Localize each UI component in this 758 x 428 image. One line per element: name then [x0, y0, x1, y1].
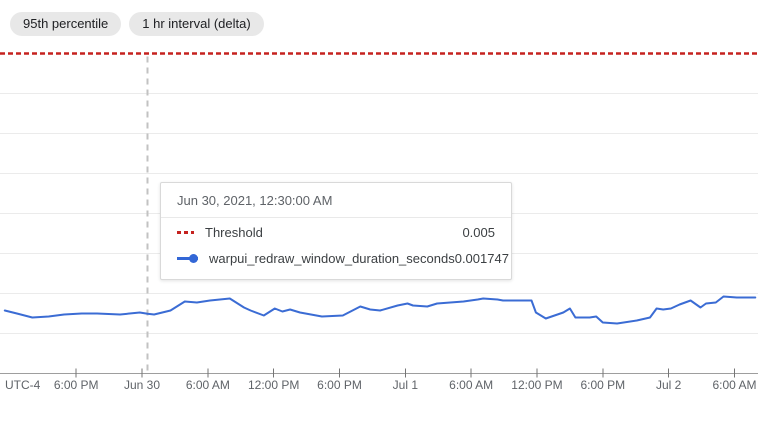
x-tick-label: 6:00 AM [712, 378, 756, 392]
x-tick-label: 6:00 AM [449, 378, 493, 392]
tooltip-row-value: 0.005 [462, 225, 495, 240]
x-tick-label: Jul 2 [656, 378, 682, 392]
x-tick-label: Jul 1 [393, 378, 419, 392]
tooltip-row-label: Threshold [205, 225, 263, 240]
chart-tooltip: Jun 30, 2021, 12:30:00 AM Threshold 0.00… [160, 182, 512, 280]
x-tick-label: 6:00 AM [186, 378, 230, 392]
x-tick-label: 6:00 PM [54, 378, 99, 392]
x-tick-label: Jun 30 [124, 378, 160, 392]
series-line [3, 295, 757, 325]
chip-bar: 95th percentile 1 hr interval (delta) [10, 12, 264, 36]
series-line-dot-icon [177, 254, 198, 263]
chip-interval[interactable]: 1 hr interval (delta) [129, 12, 264, 36]
x-tick-label: 6:00 PM [317, 378, 362, 392]
x-tick-label: 12:00 PM [511, 378, 562, 392]
tooltip-row-series: warpui_redraw_window_duration_seconds 0.… [161, 247, 511, 270]
tooltip-row-value: 0.001747 [454, 251, 509, 266]
x-tick-label: 12:00 PM [248, 378, 299, 392]
tooltip-divider [161, 217, 511, 218]
tooltip-row-label: warpui_redraw_window_duration_seconds [209, 251, 455, 266]
tooltip-row-threshold: Threshold 0.005 [161, 221, 511, 244]
x-tick-label: 6:00 PM [580, 378, 625, 392]
chip-percentile[interactable]: 95th percentile [10, 12, 122, 36]
timezone-label: UTC-4 [5, 378, 41, 392]
tooltip-timestamp: Jun 30, 2021, 12:30:00 AM [177, 193, 333, 208]
threshold-dash-icon [177, 231, 194, 234]
